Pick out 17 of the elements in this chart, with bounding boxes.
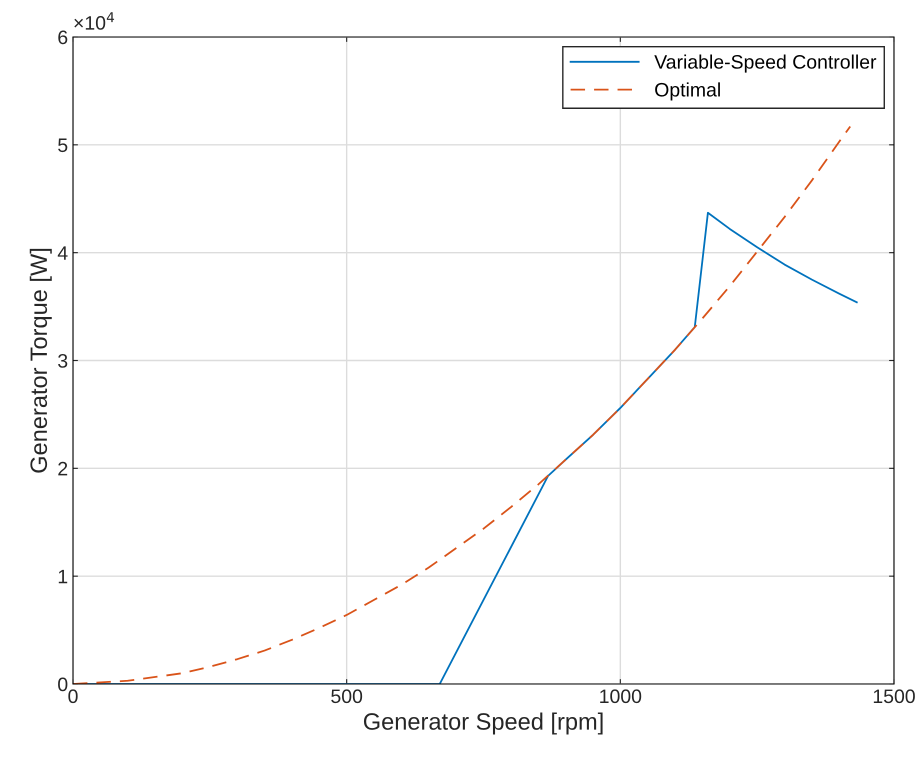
y-tick-label: 6 (58, 30, 68, 44)
x-tick-label: 1500 (874, 689, 915, 704)
text: ×10$^{4}$ (74, 12, 114, 30)
y-tick-label: 2 (58, 462, 68, 476)
y-axis-title: Generator Torque [W] (30, 248, 52, 473)
y-tick-label: 3 (58, 354, 68, 368)
legend-label: Optimal (655, 82, 720, 100)
y-tick-label: 4 (58, 246, 68, 260)
y-tick-label: 1 (58, 570, 68, 584)
x-tick-label: 0 (68, 689, 78, 704)
legend-label: Variable-Speed Controller (654, 54, 876, 73)
y-tick-label: 0 (58, 677, 68, 692)
x-tick-label: 500 (331, 689, 362, 704)
line-series (73, 126, 852, 684)
y-tick-label: 5 (58, 138, 68, 152)
x-tick-label: 1000 (600, 689, 642, 704)
x-axis-title: Generator Speed [rpm] (364, 712, 603, 735)
